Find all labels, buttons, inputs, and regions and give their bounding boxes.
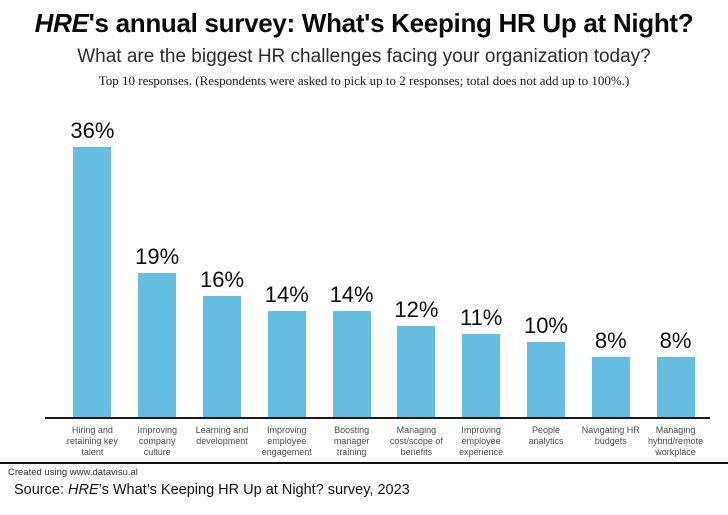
chart-subtitle: What are the biggest HR challenges facin… bbox=[77, 46, 651, 67]
source-brand: HRE bbox=[68, 482, 99, 498]
bar-value-label: 12% bbox=[394, 297, 439, 322]
bar-value-label: 16% bbox=[199, 267, 245, 292]
bar-chart: 36% 19% 16% 14% 14% 12% 11% 10% 8% 8% bbox=[60, 118, 708, 418]
bar-column: 10% bbox=[514, 118, 579, 418]
x-axis-line bbox=[45, 417, 710, 419]
title-text: 's annual survey: What's Keeping HR Up a… bbox=[88, 8, 694, 38]
category-labels-row: Hiring and retaining key talent Improvin… bbox=[60, 425, 708, 457]
bar-column: 14% bbox=[254, 118, 319, 418]
bar bbox=[656, 357, 695, 418]
bar-column: 8% bbox=[578, 118, 643, 418]
bar-column: 12% bbox=[384, 118, 449, 418]
bar-column: 14% bbox=[319, 118, 384, 418]
bar-column: 16% bbox=[190, 118, 255, 418]
category-label: Boosting manager training bbox=[333, 425, 370, 457]
source-text: Source: HRE’s What’s Keeping HR Up at Ni… bbox=[14, 482, 410, 498]
category-label: Learning and development bbox=[195, 425, 249, 446]
bar bbox=[267, 311, 306, 418]
credit-text: Created using www.datavisu.al bbox=[8, 467, 138, 478]
bar-column: 11% bbox=[449, 118, 514, 418]
bar-value-label: 14% bbox=[264, 282, 309, 307]
footer-divider bbox=[0, 462, 728, 464]
bar-value-label: 8% bbox=[659, 328, 692, 353]
bar-value-label: 10% bbox=[523, 313, 568, 338]
bar-column: 8% bbox=[643, 118, 708, 418]
chart-header: HRE's annual survey: What's Keeping HR U… bbox=[0, 0, 728, 89]
category-label: Improving employee experience bbox=[459, 425, 504, 457]
bar-column: 36% bbox=[60, 118, 125, 418]
bar bbox=[526, 342, 565, 418]
bar-value-label: 11% bbox=[459, 305, 503, 330]
bar bbox=[462, 334, 501, 418]
bar-column: 19% bbox=[125, 118, 190, 418]
category-label: Improving employee engagement bbox=[261, 425, 312, 457]
bar bbox=[138, 273, 177, 418]
category-label: Managing hybrid/remote workplace bbox=[648, 425, 704, 457]
page-title: HRE's annual survey: What's Keeping HR U… bbox=[0, 8, 728, 39]
bar bbox=[73, 147, 112, 418]
source-prefix: Source: bbox=[14, 482, 68, 498]
title-brand: HRE bbox=[34, 8, 89, 38]
bar bbox=[591, 357, 630, 418]
category-label: People analytics bbox=[528, 425, 564, 446]
bar-value-label: 19% bbox=[135, 244, 180, 269]
bar bbox=[202, 296, 241, 418]
category-label: Improving company culture bbox=[137, 425, 177, 457]
category-label: Managing cost/scope of benefits bbox=[389, 425, 443, 457]
bar-value-label: 36% bbox=[70, 118, 115, 143]
bar bbox=[397, 326, 436, 418]
source-rest: ’s What’s Keeping HR Up at Night? survey… bbox=[98, 482, 410, 498]
chart-note: Top 10 responses. (Respondents were aske… bbox=[98, 73, 630, 88]
category-label: Navigating HR budgets bbox=[581, 425, 640, 446]
bar bbox=[332, 311, 371, 418]
bar-value-label: 8% bbox=[594, 328, 627, 353]
category-label: Hiring and retaining key talent bbox=[66, 425, 118, 457]
bar-value-label: 14% bbox=[329, 282, 374, 307]
